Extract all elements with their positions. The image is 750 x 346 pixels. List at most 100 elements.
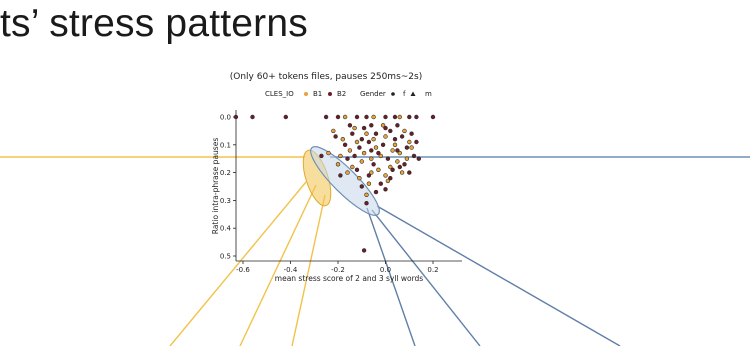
data-point-b1	[364, 131, 369, 136]
data-point-b1	[357, 176, 362, 181]
data-point-b1	[404, 156, 410, 161]
data-point-b2	[376, 150, 381, 156]
data-point-b2	[283, 114, 288, 120]
data-point-b1	[388, 164, 393, 170]
data-point-b2	[250, 114, 255, 120]
data-point-b1	[380, 123, 386, 128]
slide-title: ts’ stress patterns	[0, 2, 308, 45]
data-point-b2	[392, 137, 398, 142]
data-point-b1	[392, 142, 398, 148]
legend-label-m: m	[425, 90, 432, 98]
legend-marker-b2	[328, 92, 332, 96]
data-point-b1	[342, 114, 348, 120]
data-point-b2	[395, 123, 400, 128]
data-point-b1	[369, 170, 374, 175]
callout-line-b2-a	[366, 207, 416, 346]
data-point-b2	[411, 153, 417, 159]
legend-marker-b1	[304, 92, 308, 96]
data-point-b2	[364, 114, 369, 120]
data-point-b2	[361, 125, 367, 131]
legend-style-title: Gender	[360, 90, 386, 98]
data-point-b2	[397, 164, 402, 170]
data-point-b1	[409, 145, 414, 150]
data-point-b2	[359, 137, 364, 142]
callout-line-b2-b	[371, 209, 481, 346]
data-point-b2	[369, 148, 374, 153]
data-point-b2	[359, 184, 364, 189]
data-point-b2	[369, 123, 374, 128]
data-point-b2	[385, 156, 391, 161]
legend: CLES_IO B1 B2 Gender f m	[265, 90, 432, 98]
data-point-b2	[323, 114, 329, 120]
x-tick-label: 0.0	[380, 266, 391, 274]
data-point-b2	[430, 114, 436, 120]
callout-line-b1-b	[239, 184, 317, 346]
y-axis-label: Ratio intra-phrase pauses	[211, 138, 220, 235]
data-point-b2	[383, 114, 388, 120]
data-point-b1	[407, 139, 412, 145]
data-point-b2	[407, 170, 412, 175]
data-point-b2	[390, 167, 395, 173]
data-point-b2	[361, 248, 367, 253]
data-point-b1	[347, 148, 353, 153]
data-point-b1	[402, 128, 407, 134]
axes	[235, 110, 462, 262]
data-point-b2	[414, 114, 419, 120]
data-point-b2	[373, 189, 379, 195]
data-point-b1	[373, 145, 379, 150]
data-point-b1	[371, 137, 376, 142]
data-point-b2	[416, 156, 421, 161]
data-point-b2	[399, 134, 405, 139]
x-tick-label: 0.2	[427, 266, 438, 274]
data-point-b1	[378, 153, 383, 159]
data-point-b2	[333, 134, 338, 139]
x-tick-label: -0.2	[331, 266, 345, 274]
data-point-b1	[364, 192, 369, 198]
data-point-b1	[395, 159, 400, 164]
y-tick-label: 0.5	[220, 253, 231, 261]
data-point-b1	[390, 148, 395, 153]
data-point-b2	[319, 153, 324, 159]
data-point-b2	[383, 125, 388, 131]
data-point-b1	[371, 114, 376, 120]
x-tick-label: -0.6	[236, 266, 250, 274]
legend-marker-m	[410, 91, 416, 96]
callout-line-b1-a	[169, 181, 307, 346]
data-point-b2	[407, 114, 412, 120]
legend-label-f: f	[403, 90, 406, 98]
highlight-ellipse-b2	[310, 146, 380, 216]
data-points	[233, 114, 436, 253]
data-point-b1	[366, 181, 372, 186]
y-tick-label: 0.2	[220, 169, 231, 177]
data-point-b2	[366, 139, 372, 145]
x-axis-label: mean stress score of 2 and 3 syll words	[275, 274, 424, 283]
data-point-b1	[326, 150, 331, 156]
data-point-b2	[409, 131, 414, 136]
data-point-b1	[376, 167, 381, 173]
data-point-b1	[369, 156, 374, 161]
data-point-b2	[357, 145, 362, 150]
data-point-b2	[402, 162, 407, 167]
chart-title: (Only 60+ tokens files, pauses 250ms~2s)	[230, 72, 423, 82]
data-point-b1	[397, 114, 402, 120]
legend-hue-title: CLES_IO	[265, 90, 294, 98]
data-point-b2	[373, 131, 379, 136]
data-point-b1	[383, 134, 388, 139]
data-point-b2	[404, 145, 410, 150]
y-tick-label: 0.1	[220, 141, 231, 149]
data-point-b1	[359, 159, 364, 164]
data-point-b1	[385, 178, 391, 184]
data-point-b2	[335, 114, 341, 120]
x-tick-label: -0.4	[284, 266, 298, 274]
data-point-b1	[335, 162, 341, 167]
data-point-b2	[233, 114, 239, 120]
data-point-b2	[354, 167, 360, 173]
data-point-b1	[338, 153, 343, 159]
data-point-b1	[352, 125, 357, 131]
legend-label-b1: B1	[313, 90, 322, 98]
data-point-b2	[371, 162, 376, 167]
data-point-b2	[354, 114, 360, 120]
data-point-b2	[338, 173, 343, 178]
data-point-b2	[383, 187, 388, 192]
